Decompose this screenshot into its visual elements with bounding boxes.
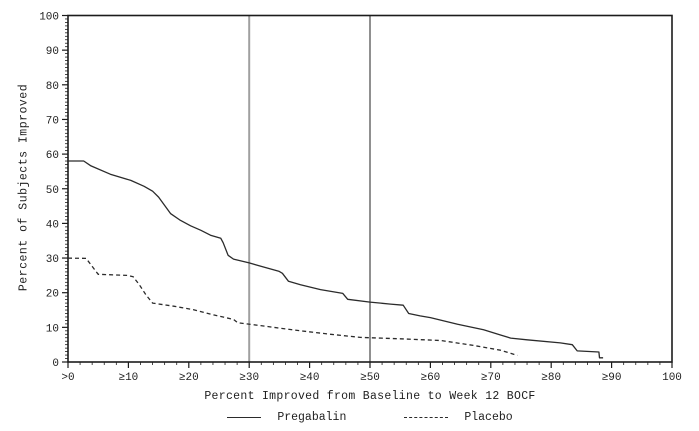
y-tick-label: 60 [46, 150, 59, 162]
x-tick-label: ≥40 [300, 372, 320, 384]
placebo-line [67, 257, 518, 357]
pregabalin-line-swatch [227, 416, 262, 418]
y-tick-label: 20 [46, 289, 59, 301]
x-tick-label: ≥90 [602, 372, 622, 384]
y-axis-title: Percent of Subjects Improved [17, 83, 31, 292]
x-tick-label: ≥50 [360, 372, 380, 384]
y-tick-label: 100 [39, 12, 59, 24]
y-tick-label: 40 [46, 219, 59, 231]
pregabalin-line [68, 160, 604, 359]
x-tick-label: >0 [61, 372, 74, 384]
legend-label-placebo: Placebo [464, 410, 513, 424]
y-tick-label: 30 [46, 254, 59, 266]
y-tick-label: 10 [46, 323, 59, 335]
x-tick-label: ≥10 [118, 372, 138, 384]
x-tick-label: ≥70 [481, 372, 501, 384]
y-tick-label: 80 [46, 81, 59, 93]
x-tick-label: ≥60 [420, 372, 440, 384]
x-tick-label: ≥80 [541, 372, 561, 384]
legend: Pregabalin Placebo [68, 408, 672, 426]
y-tick-label: 0 [52, 358, 59, 370]
placebo-line-swatch [404, 416, 449, 418]
y-tick-label: 90 [46, 46, 59, 58]
y-tick-label: 70 [46, 115, 59, 127]
x-axis-title: Percent Improved from Baseline to Week 1… [204, 390, 536, 403]
x-tick-label: ≥20 [179, 372, 199, 384]
legend-label-pregabalin: Pregabalin [277, 410, 347, 424]
x-tick-label: 100 [662, 372, 682, 384]
x-tick-label: ≥30 [239, 372, 259, 384]
y-tick-label: 50 [46, 185, 59, 197]
